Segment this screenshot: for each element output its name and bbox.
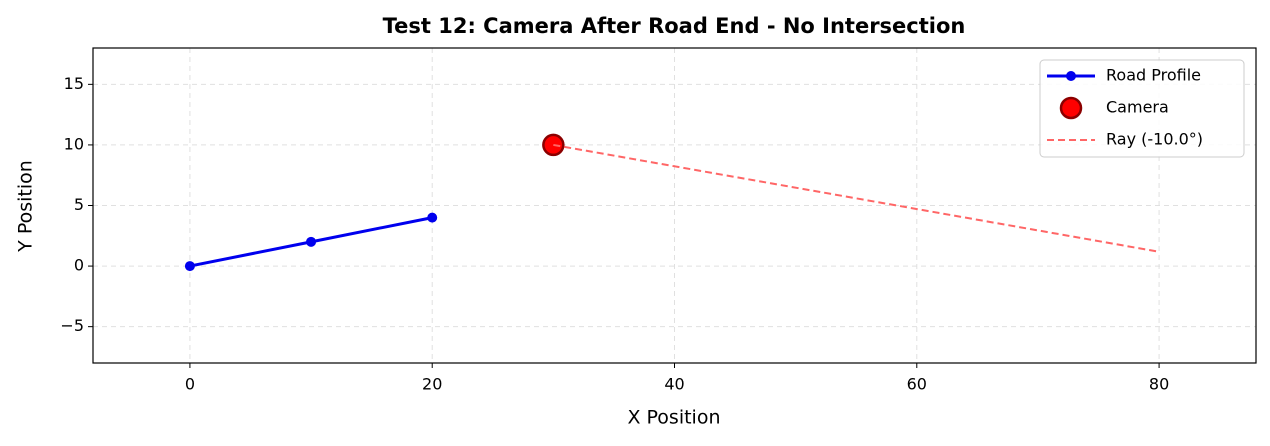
legend-label: Road Profile: [1106, 66, 1201, 85]
y-tick-label: 0: [74, 256, 84, 275]
legend-marker: [1059, 96, 1083, 120]
y-tick-label: 15: [64, 74, 84, 93]
x-tick-label: 60: [907, 375, 927, 394]
x-tick-label: 80: [1149, 375, 1169, 394]
y-tick-label: 10: [64, 134, 84, 153]
x-tick-label: 0: [185, 375, 195, 394]
y-tick-label: 5: [74, 195, 84, 214]
legend-label: Camera: [1106, 98, 1169, 117]
x-tick-label: 20: [422, 375, 442, 394]
legend-marker: [1066, 71, 1076, 81]
y-axis-label: Y Position: [15, 160, 37, 253]
legend-label: Ray (-10.0°): [1106, 130, 1203, 149]
legend-box: [1039, 59, 1245, 158]
plot-frame: [92, 47, 1257, 364]
point-marker: [306, 236, 317, 247]
y-tick-label: −5: [60, 316, 84, 335]
point-marker: [427, 212, 438, 223]
x-tick-label: 40: [664, 375, 684, 394]
point-marker: [184, 261, 195, 272]
x-axis-label: X Position: [627, 407, 720, 429]
chart-title: Test 12: Camera After Road End - No Inte…: [383, 14, 966, 38]
series-line: [553, 143, 1160, 253]
